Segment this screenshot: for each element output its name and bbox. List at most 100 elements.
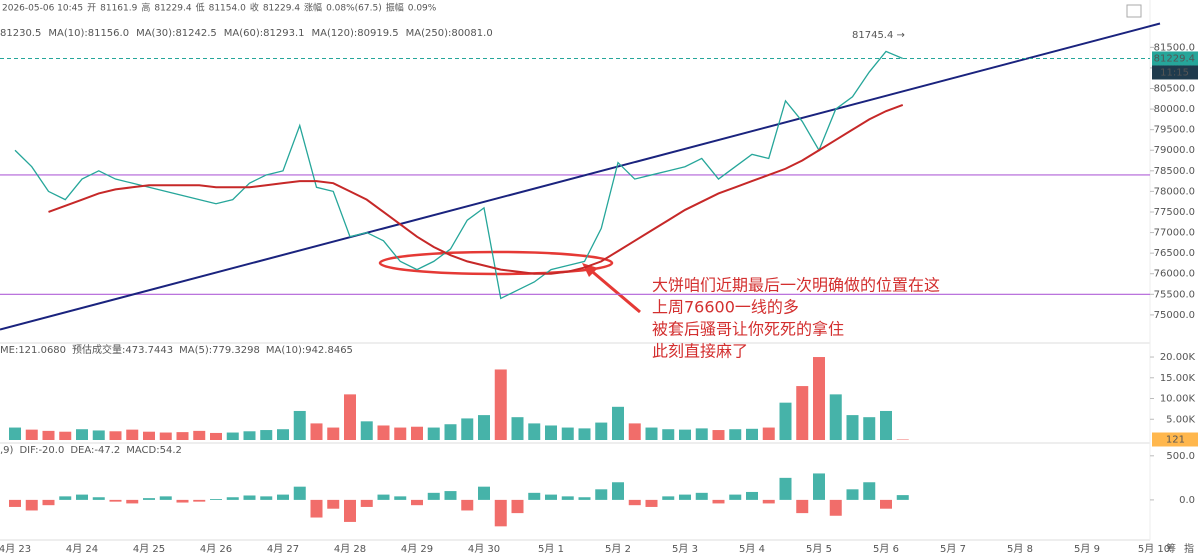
macd-bar	[846, 489, 859, 500]
volume-bar	[9, 427, 21, 440]
macd-bar	[109, 499, 122, 502]
volume-bar	[829, 394, 842, 440]
header-item: 收	[250, 2, 259, 14]
macd-bar	[327, 499, 340, 509]
x-tick-label: 4月 30	[468, 543, 500, 555]
annotation-text: 此刻直接麻了	[652, 342, 748, 361]
volume-bar	[344, 394, 356, 440]
macd-bar	[344, 499, 356, 522]
volume-bar	[813, 357, 825, 440]
volume-bar	[176, 432, 189, 440]
macd-bar	[310, 499, 323, 518]
x-tick-label: 5月 9	[1074, 543, 1100, 555]
macd-bar	[243, 495, 256, 500]
macd-bar	[545, 494, 557, 500]
macd-bar	[293, 486, 306, 500]
x-tick-label: 5月 10	[1138, 543, 1170, 555]
header: 2026-05-06 10:45 开 81161.9 高 81229.4 低 81154.0…	[2, 2, 437, 14]
volume-bar	[42, 430, 55, 440]
volume-bar	[226, 432, 239, 440]
header-item: 开	[87, 3, 96, 14]
annotation-text: 被套后骚哥让你死死的拿住	[652, 320, 844, 339]
volume-bar	[528, 423, 541, 440]
y-tick-label: 78500.0	[1154, 166, 1195, 177]
volume-bar	[561, 427, 574, 440]
y-tick-label: 500.0	[1166, 451, 1195, 462]
volume-bar	[277, 429, 289, 440]
macd-bar	[226, 497, 239, 500]
volume-bar	[109, 431, 122, 440]
header-item: 2026-05-06 10:45	[2, 4, 83, 14]
y-tick-label: 79000.0	[1154, 145, 1195, 156]
x-tick-label: 5月 3	[672, 543, 698, 555]
volume-bar	[260, 430, 273, 440]
volume-bar	[76, 429, 88, 440]
price-tag-label: 81229.4	[1154, 53, 1195, 64]
corner-label: 指	[1184, 542, 1194, 555]
trendline	[0, 22, 1161, 331]
y-tick-label: 78000.0	[1154, 186, 1195, 197]
x-tick-label: 4月 24	[66, 543, 98, 555]
volume-bar	[863, 417, 876, 440]
y-tick-label: 80000.0	[1154, 104, 1195, 115]
macd-bar	[92, 497, 105, 500]
annotation-text: 大饼咱们近期最后一次明确做的位置在这	[652, 276, 940, 295]
y-tick-label: 15.00K	[1160, 373, 1196, 384]
y-tick-label: 77000.0	[1154, 228, 1195, 239]
x-tick-label: 4月 25	[133, 543, 165, 555]
header-item: 涨幅	[304, 2, 322, 14]
y-tick-label: 5.00K	[1166, 414, 1195, 425]
volume-bar	[327, 427, 340, 440]
ma-legend: MA(250):80081.0	[406, 28, 493, 39]
x-tick-label: 5月 6	[873, 543, 899, 555]
macd-legend: DEA:-47.2	[70, 445, 120, 456]
macd-bar	[260, 496, 273, 500]
macd-legend: DIF:-20.0	[19, 445, 64, 456]
header-item: 81229.4	[263, 4, 300, 14]
volume-bar	[478, 415, 490, 440]
macd-bar	[76, 494, 88, 500]
macd-bar	[377, 494, 390, 500]
macd-bar	[679, 494, 691, 500]
y-tick-label: 81500.0	[1154, 42, 1195, 53]
macd-bar	[193, 499, 206, 502]
macd-bar	[444, 491, 457, 500]
volume-bar	[578, 428, 591, 440]
y-tick-label: 77500.0	[1154, 207, 1195, 218]
macd-bar	[645, 499, 658, 507]
volume-tag	[1152, 432, 1198, 447]
volume-legend: MA(5):779.3298	[179, 345, 260, 356]
volume-bar	[545, 425, 557, 440]
volume-bar	[394, 427, 407, 440]
volume-bar	[92, 430, 105, 440]
macd-bar	[896, 495, 909, 500]
volume-legend: 预估成交量:473.7443	[72, 343, 173, 356]
volume-bar	[662, 429, 675, 440]
volume-bar	[494, 369, 507, 440]
volume-bar	[880, 410, 892, 440]
volume-bar	[444, 424, 457, 440]
volume-bar	[595, 422, 608, 440]
x-tick-label: 4月 27	[267, 543, 299, 555]
macd-bar	[394, 496, 407, 500]
price-line	[14, 50, 904, 300]
y-tick-label: 80500.0	[1154, 83, 1195, 94]
macd-bar	[729, 494, 742, 500]
volume-legend: ME:121.0680	[0, 345, 66, 356]
header-item: 81154.0	[209, 4, 246, 14]
x-tick-label: 5月 7	[940, 543, 966, 555]
header-item: 高	[141, 2, 150, 14]
macd-bar	[42, 499, 55, 506]
x-tick-label: 5月 8	[1007, 543, 1033, 555]
fullscreen-icon[interactable]	[1126, 4, 1142, 18]
x-tick-label: 4月 28	[334, 543, 366, 555]
volume-bar	[461, 418, 474, 440]
x-tick-label: 4月 23	[0, 543, 31, 555]
volume-bar	[628, 423, 641, 440]
macd-bar	[813, 473, 825, 500]
macd-bar	[712, 499, 725, 504]
volume-bar	[779, 402, 792, 440]
macd-bar	[25, 499, 38, 511]
volume-bar	[59, 431, 72, 440]
volume-bar	[360, 421, 373, 440]
